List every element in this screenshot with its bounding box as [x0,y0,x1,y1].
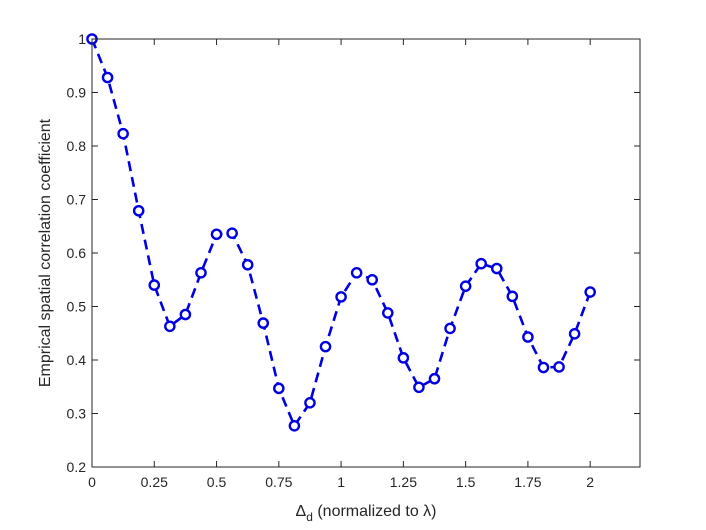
data-point-marker [475,257,488,270]
data-point-marker [568,327,581,340]
x-axis-label-subscript: d [306,510,313,524]
x-tick-label: 0.5 [207,474,227,490]
y-tick-label: 0.9 [67,85,87,101]
data-point-marker [506,290,519,303]
data-point-marker [366,273,379,286]
y-tick-label: 0.7 [67,192,87,208]
y-axis-label: Emprical spatial correlation coefficient [37,118,54,387]
x-tick-label: 0.25 [141,474,168,490]
data-point-marker [397,352,410,364]
data-point-marker [179,308,192,321]
x-tick-label: 0 [88,474,96,490]
data-point-marker [350,266,363,279]
data-point-marker [164,320,176,333]
data-point-marker [288,420,301,432]
data-point-marker [304,396,316,409]
data-point-marker [335,291,347,303]
tick-labels: 0 0.25 0.5 0.75 1 1.25 1.5 1.75 2 0.2 0.3 0.4 0.5 0.6… [67,31,595,490]
x-tick-label: 1.25 [390,474,417,490]
data-point-marker [537,361,550,374]
data-point-marker [444,322,456,335]
data-point-marker [117,127,129,140]
y-tick-label: 0.4 [67,352,87,368]
y-tick-label: 0.5 [67,299,87,315]
plot-series [86,33,596,432]
x-tick-label: 1.75 [514,474,541,490]
data-point-marker [148,279,161,291]
x-tick-label: 1.5 [456,474,476,490]
data-point-marker [459,280,472,292]
y-tick-label: 0.6 [67,245,87,261]
x-axis-label-main: Δ [296,503,307,520]
data-point-marker [241,258,254,271]
data-point-marker [257,317,270,329]
series-line [90,38,592,428]
data-point-marker [132,204,145,217]
y-tick-label: 0.2 [67,459,87,475]
x-tick-label: 1 [337,474,345,490]
data-point-marker [413,381,425,394]
data-point-marker [584,286,596,298]
data-point-marker [101,71,114,84]
y-tick-label: 0.3 [67,406,87,422]
plot-area-frame [91,38,641,468]
x-axis-label: Δd (normalized to λ) [296,503,437,524]
data-point-marker [226,227,238,239]
x-tick-label: 0.75 [265,474,292,490]
data-point-marker [428,372,441,385]
x-tick-label: 2 [586,474,594,490]
data-point-marker [210,228,223,241]
tick-marks [91,38,640,468]
data-point-marker [522,331,534,343]
data-point-marker [490,262,503,275]
data-point-marker [273,382,285,395]
data-point-marker [381,307,394,319]
data-point-marker [319,340,332,353]
x-axis-label-rest: (normalized to λ) [313,503,437,520]
data-point-marker [553,361,565,373]
y-tick-label: 0.8 [67,138,87,154]
y-tick-label: 1 [78,31,86,47]
data-point-marker [195,266,207,279]
